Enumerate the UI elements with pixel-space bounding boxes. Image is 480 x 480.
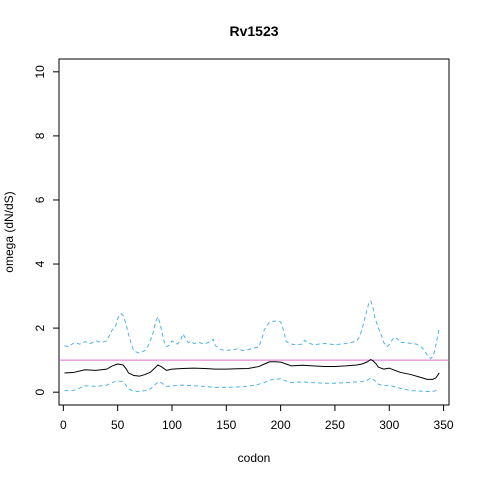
y-axis: 0 2 4 6 8 10 <box>33 65 60 396</box>
y-tick-label: 8 <box>33 132 47 139</box>
y-tick-label: 2 <box>33 324 47 331</box>
series-line-estimate <box>64 359 440 380</box>
x-tick-label: 300 <box>379 418 399 432</box>
x-tick-label: 350 <box>434 418 454 432</box>
x-tick-label: 100 <box>162 418 182 432</box>
y-tick-label: 10 <box>33 65 47 79</box>
y-tick-label: 4 <box>33 260 47 267</box>
y-tick-label: 6 <box>33 196 47 203</box>
y-tick-label: 0 <box>33 389 47 396</box>
x-tick-label: 250 <box>325 418 345 432</box>
series-line-lower <box>64 377 440 393</box>
plot-area <box>59 300 449 393</box>
series-line-upper <box>64 300 440 360</box>
x-tick-label: 0 <box>60 418 67 432</box>
x-axis-label: codon <box>238 451 271 465</box>
chart-title: Rv1523 <box>229 23 278 39</box>
x-tick-label: 200 <box>271 418 291 432</box>
x-tick-label: 50 <box>111 418 125 432</box>
plot-frame <box>58 58 450 406</box>
x-axis: 0 50 100 150 200 250 300 350 <box>60 404 454 432</box>
y-axis-label: omega (dN/dS) <box>2 191 16 272</box>
x-tick-label: 150 <box>216 418 236 432</box>
